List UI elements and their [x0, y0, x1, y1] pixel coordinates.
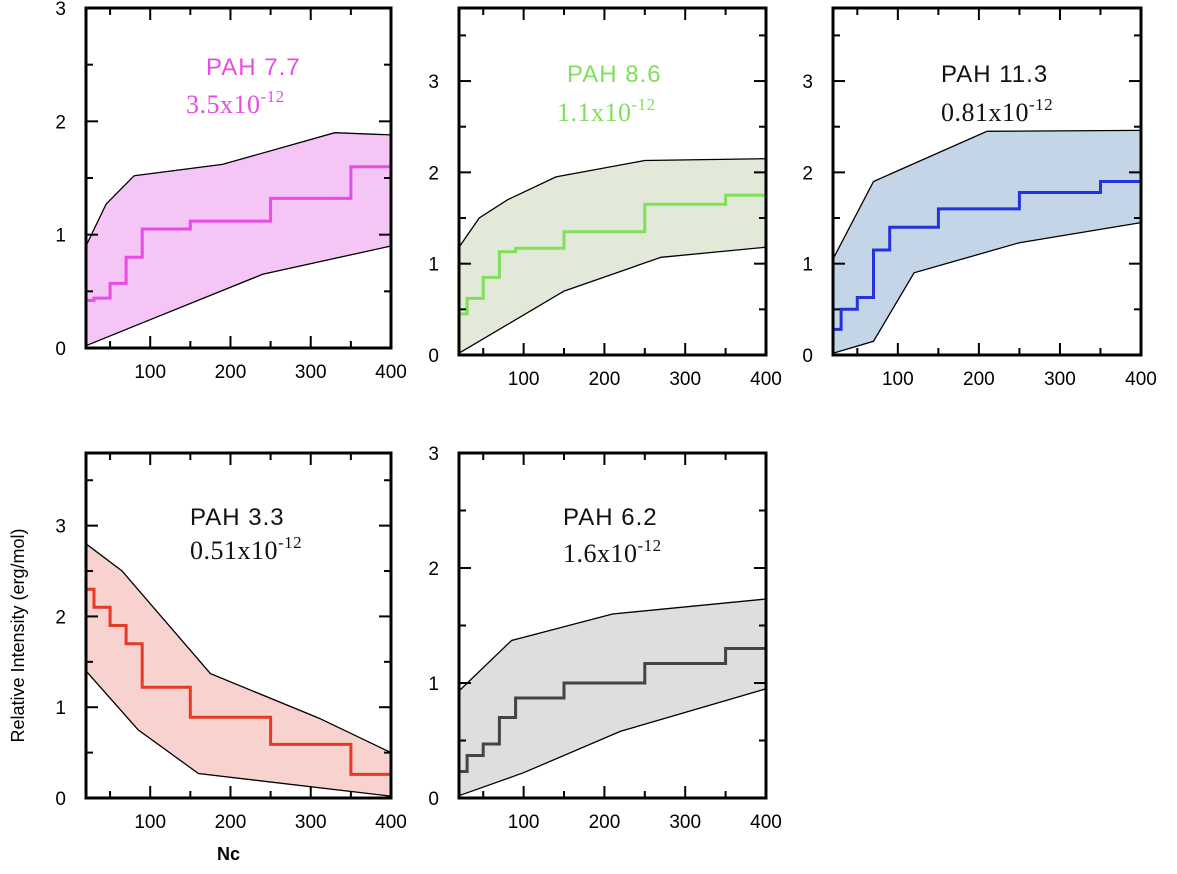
panel-subtitle: 1.6x10-12 — [563, 536, 662, 568]
x-tick-label: 200 — [215, 362, 247, 383]
x-tick-label: 100 — [882, 369, 914, 390]
y-tick-label: 3 — [802, 72, 813, 93]
y-tick-label: 1 — [55, 226, 66, 247]
x-tick-label: 400 — [750, 812, 782, 833]
x-tick-label: 400 — [375, 362, 407, 383]
step-series-line — [459, 193, 766, 316]
subtitle-exponent: -12 — [632, 95, 656, 114]
lower-envelope-line — [85, 670, 392, 797]
subtitle-exponent: -12 — [278, 533, 302, 552]
y-tick-label: 0 — [802, 346, 813, 367]
step-series-line — [833, 180, 1141, 331]
y-tick-label: 0 — [428, 346, 439, 367]
subtitle-base: 3.5x10 — [186, 90, 261, 119]
panel-pah113: 100 200 300 400 0 1 2 3 PAH 11.3 0.81x10-12 — [802, 6, 1157, 390]
y-axis-title: Relative Intensity (erg/mol) — [8, 528, 28, 742]
panel-title: PAH 3.3 — [190, 504, 285, 531]
y-tick-label: 0 — [55, 339, 66, 360]
y-tick-label: 1 — [428, 674, 439, 695]
x-tick-label: 300 — [1044, 369, 1076, 390]
y-tick-label: 1 — [428, 255, 439, 276]
panel-subtitle: 0.51x10-12 — [190, 533, 302, 565]
band-area — [86, 132, 391, 346]
panel-title: PAH 6.2 — [563, 504, 658, 531]
y-tick-label: 1 — [802, 255, 813, 276]
y-tick-label: 0 — [428, 789, 439, 810]
upper-envelope-line — [85, 132, 392, 247]
step-series-line — [459, 647, 766, 773]
x-tick-label: 300 — [295, 812, 327, 833]
lower-envelope-line — [458, 246, 767, 354]
y-tick-label: 3 — [428, 444, 439, 465]
x-axis-title: Nc — [217, 844, 240, 864]
upper-envelope-line — [832, 129, 1142, 260]
y-tick-label: 2 — [55, 112, 66, 133]
x-tick-label: 200 — [589, 812, 621, 833]
x-tick-label: 400 — [1125, 369, 1157, 390]
upper-envelope-line — [85, 543, 392, 754]
subtitle-base: 1.1x10 — [557, 98, 632, 127]
y-tick-label: 2 — [428, 163, 439, 184]
panel-title: PAH 8.6 — [567, 61, 662, 88]
band-area — [459, 599, 766, 796]
step-series-line — [86, 165, 391, 302]
panel-subtitle: 0.81x10-12 — [941, 95, 1053, 127]
lower-envelope-line — [458, 688, 767, 797]
upper-envelope-line — [458, 158, 767, 248]
subtitle-exponent: -12 — [1029, 95, 1053, 114]
band-area — [86, 543, 391, 797]
subtitle-base: 1.6x10 — [563, 539, 638, 568]
x-tick-label: 100 — [134, 362, 166, 383]
y-tick-label: 2 — [802, 163, 813, 184]
panel-title: PAH 7.7 — [206, 54, 301, 81]
step-series-line — [86, 587, 391, 776]
subtitle-exponent: -12 — [638, 536, 662, 555]
x-tick-label: 200 — [963, 369, 995, 390]
y-tick-label: 3 — [55, 517, 66, 538]
y-tick-label: 3 — [428, 72, 439, 93]
x-tick-label: 300 — [669, 812, 701, 833]
x-tick-label: 400 — [750, 369, 782, 390]
x-tick-label: 100 — [508, 369, 540, 390]
subtitle-base: 0.51x10 — [190, 536, 278, 565]
plot-frame — [84, 451, 393, 800]
x-tick-label: 200 — [589, 369, 621, 390]
x-tick-label: 200 — [215, 812, 247, 833]
panel-pah62: 100 200 300 400 0 1 2 3 PAH 6.2 1.6x10-12 — [428, 444, 781, 833]
x-tick-label: 300 — [669, 369, 701, 390]
panel-title: PAH 11.3 — [941, 61, 1048, 88]
plot-frame — [831, 6, 1143, 357]
x-tick-label: 100 — [134, 812, 166, 833]
x-tick-label: 300 — [295, 362, 327, 383]
y-tick-label: 2 — [428, 559, 439, 580]
panel-pah86: 100 200 300 400 0 1 2 3 PAH 8.6 1.1x10-12 — [428, 6, 782, 390]
panel-pah77: 100 200 300 400 0 1 2 3 PAH 7.7 3.5x10-12 — [55, 0, 406, 383]
y-tick-label: 3 — [55, 0, 66, 20]
upper-envelope-line — [458, 598, 767, 692]
x-tick-label: 400 — [375, 812, 407, 833]
lower-envelope-line — [832, 221, 1142, 354]
y-tick-label: 0 — [55, 789, 66, 810]
panel-subtitle: 1.1x10-12 — [557, 95, 656, 127]
subtitle-base: 0.81x10 — [941, 98, 1029, 127]
y-tick-label: 1 — [55, 698, 66, 719]
panel-subtitle: 3.5x10-12 — [186, 87, 285, 119]
lower-envelope-line — [85, 245, 392, 347]
subtitle-exponent: -12 — [261, 87, 285, 106]
band-area — [459, 158, 766, 354]
plot-frame — [457, 6, 768, 357]
x-tick-label: 100 — [508, 812, 540, 833]
band-area — [833, 130, 1141, 354]
y-tick-label: 2 — [55, 607, 66, 628]
